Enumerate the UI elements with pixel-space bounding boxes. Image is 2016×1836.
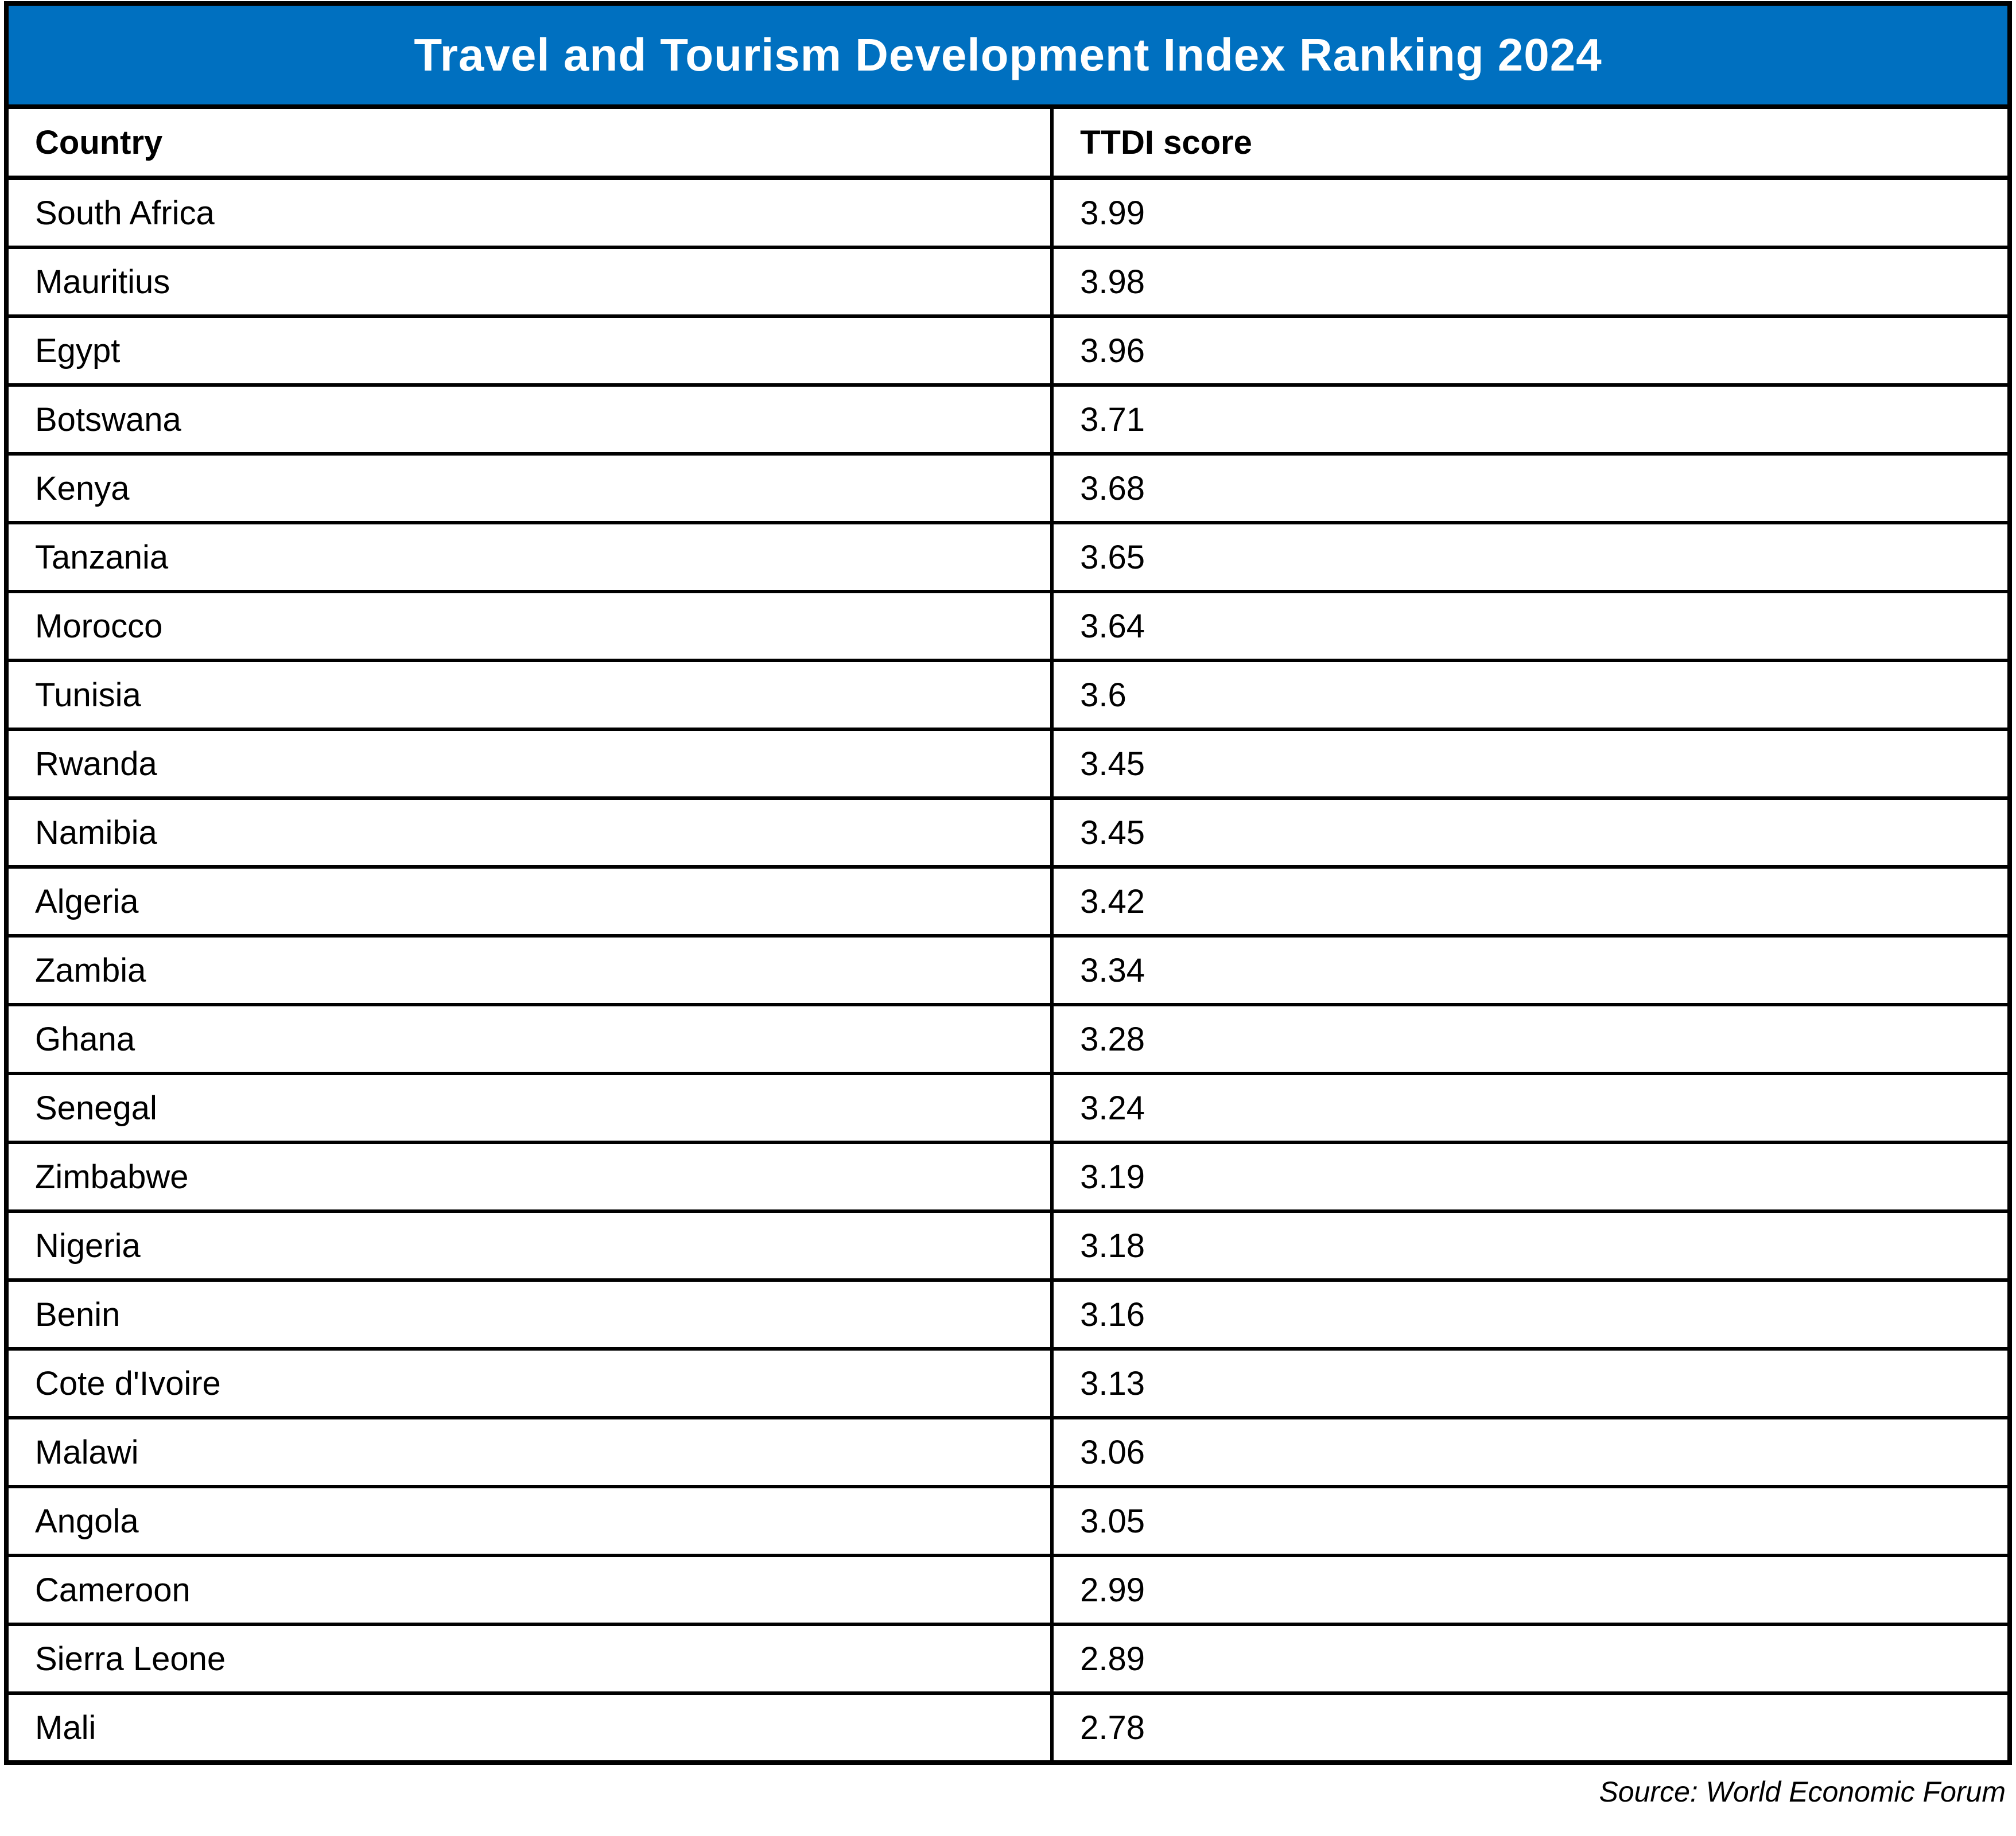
table-row: Senegal 3.24 [9,1072,2007,1144]
country-cell: Tunisia [9,659,1054,731]
table-row: Zimbabwe 3.19 [9,1141,2007,1213]
page-title: Travel and Tourism Development Index Ran… [414,29,1602,80]
score-cell: 2.78 [1050,1691,2007,1760]
country-cell: Angola [9,1485,1054,1557]
country-cell: South Africa [9,176,1054,249]
table-row: Cote d'Ivoire 3.13 [9,1347,2007,1419]
score-cell: 3.65 [1050,521,2007,593]
score-cell: 3.42 [1050,865,2007,938]
country-cell: Algeria [9,865,1054,938]
country-cell: Morocco [9,590,1054,662]
country-cell: Tanzania [9,521,1054,593]
score-cell: 2.89 [1050,1623,2007,1695]
score-cell: 3.71 [1050,383,2007,456]
score-cell: 3.24 [1050,1072,2007,1144]
table-row: Zambia 3.34 [9,934,2007,1006]
score-cell: 3.19 [1050,1141,2007,1213]
column-header-country: Country [9,109,1054,180]
table-row: Ghana 3.28 [9,1003,2007,1075]
table-row: Morocco 3.64 [9,590,2007,662]
score-cell: 3.06 [1050,1416,2007,1488]
country-cell: Zambia [9,934,1054,1006]
table-row: Mali 2.78 [9,1691,2007,1760]
table-row: Benin 3.16 [9,1278,2007,1351]
source-note: Source: World Economic Forum [1599,1776,2006,1808]
country-cell: Egypt [9,314,1054,387]
country-cell: Senegal [9,1072,1054,1144]
score-cell: 3.18 [1050,1209,2007,1282]
table-row: South Africa 3.99 [9,176,2007,249]
table-row: Namibia 3.45 [9,796,2007,869]
table-row: Malawi 3.06 [9,1416,2007,1488]
column-header-score: TTDI score [1050,109,2007,180]
country-cell: Malawi [9,1416,1054,1488]
table-row: Angola 3.05 [9,1485,2007,1557]
table-row: Egypt 3.96 [9,314,2007,387]
score-cell: 3.68 [1050,452,2007,524]
table-row: Rwanda 3.45 [9,728,2007,800]
table-row: Sierra Leone 2.89 [9,1623,2007,1695]
score-cell: 3.96 [1050,314,2007,387]
country-cell: Kenya [9,452,1054,524]
score-cell: 3.98 [1050,246,2007,318]
country-cell: Zimbabwe [9,1141,1054,1213]
country-cell: Mali [9,1691,1054,1760]
table-row: Cameroon 2.99 [9,1554,2007,1626]
table-row: Kenya 3.68 [9,452,2007,524]
score-cell: 3.45 [1050,796,2007,869]
score-cell: 3.64 [1050,590,2007,662]
score-cell: 3.13 [1050,1347,2007,1419]
score-cell: 3.16 [1050,1278,2007,1351]
country-cell: Ghana [9,1003,1054,1075]
country-cell: Cote d'Ivoire [9,1347,1054,1419]
score-cell: 2.99 [1050,1554,2007,1626]
score-cell: 3.28 [1050,1003,2007,1075]
table-frame: Travel and Tourism Development Index Ran… [4,1,2012,1765]
score-cell: 3.6 [1050,659,2007,731]
country-cell: Botswana [9,383,1054,456]
score-cell: 3.34 [1050,934,2007,1006]
country-cell: Mauritius [9,246,1054,318]
header-row: Country TTDI score [9,109,2007,180]
table-row: Tunisia 3.6 [9,659,2007,731]
country-cell: Rwanda [9,728,1054,800]
score-cell: 3.45 [1050,728,2007,800]
ranking-table: Country TTDI score South Africa 3.99 Mauri… [9,109,2007,1760]
table-row: Nigeria 3.18 [9,1209,2007,1282]
table-body: South Africa 3.99 Mauritius 3.98 Egypt 3.96 Bo… [9,176,2007,1760]
table-row: Botswana 3.71 [9,383,2007,456]
country-cell: Cameroon [9,1554,1054,1626]
country-cell: Namibia [9,796,1054,869]
country-cell: Benin [9,1278,1054,1351]
score-cell: 3.05 [1050,1485,2007,1557]
table-row: Tanzania 3.65 [9,521,2007,593]
table-row: Mauritius 3.98 [9,246,2007,318]
country-cell: Nigeria [9,1209,1054,1282]
country-cell: Sierra Leone [9,1623,1054,1695]
score-cell: 3.99 [1050,176,2007,249]
title-bar: Travel and Tourism Development Index Ran… [9,6,2007,109]
table-row: Algeria 3.42 [9,865,2007,938]
